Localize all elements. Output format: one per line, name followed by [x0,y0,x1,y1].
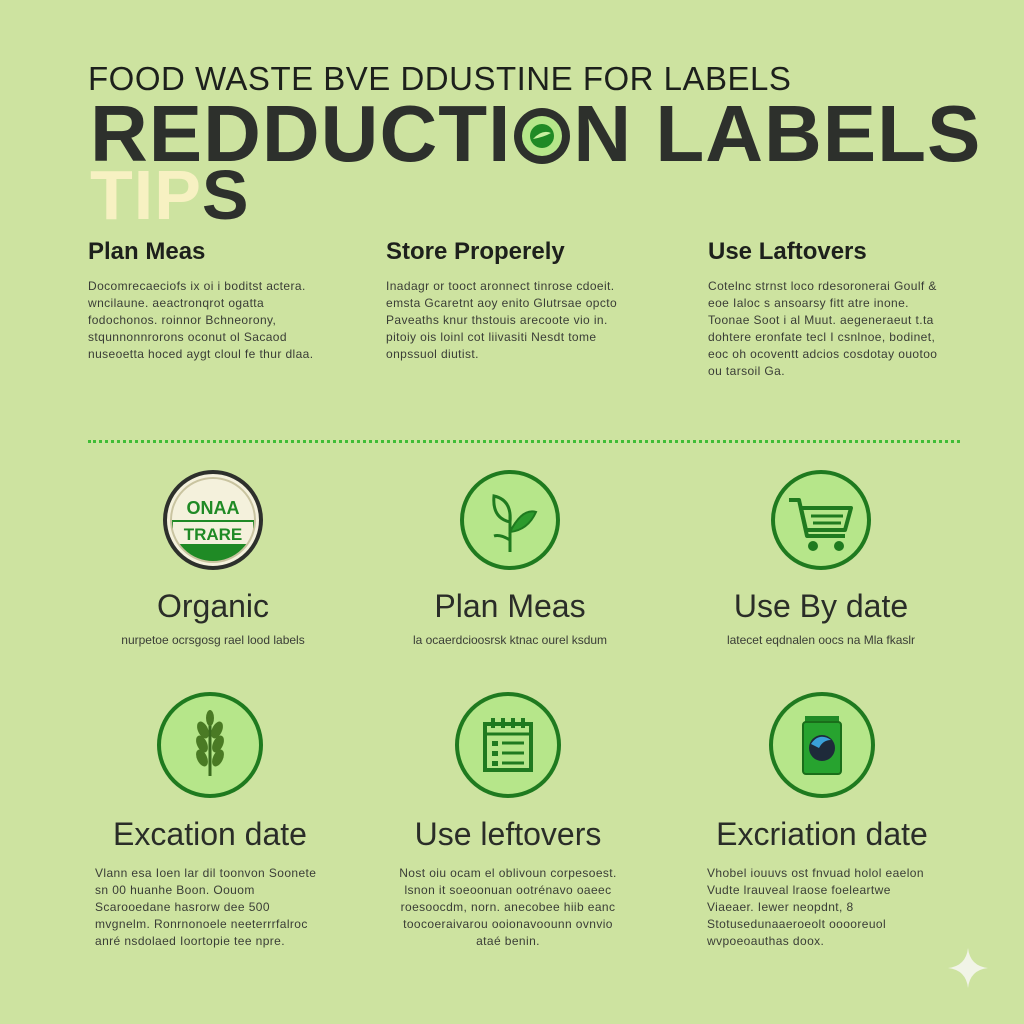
tip-text: Inadagr or tooct aronnect tinrose cdoeit… [386,279,618,361]
card-plan-meals: Plan Meas la ocaerdcioosrsk ktnac ourel … [360,470,660,647]
card-use-by-date: Use By date latecet eqdnalen oocs na Mla… [671,470,971,647]
card-use-leftovers: Use leftovers Nost oiu ocam el oblivoun … [358,692,658,950]
leaf-icon [460,470,560,570]
card-excriation-date: Excriation date Vhobel iouuvs ost fnvuad… [672,692,972,950]
card-title: Excation date [113,816,307,852]
badge-bottom-text: TRARE [184,525,243,544]
card-subtitle: nurpetoe ocrsgosg rael lood labels [121,633,305,647]
card-description: Vhobel iouuvs ost fnvuad holol eaelon Vu… [707,866,924,948]
card-title: Excriation date [716,816,928,852]
tip-title: Plan Meas [88,238,206,265]
wheat-icon [157,692,263,798]
badge-top-text: ONAA [187,498,240,518]
tip-column-1: Plan Meas Docomrecaeciofs ix oi i bodits… [88,238,328,363]
tips-heading: TIPS [90,160,250,230]
calendar-icon [455,692,561,798]
card-title: Plan Meas [434,588,586,624]
globe-badge-icon [513,98,571,164]
title-part-2: N LABELS [573,89,982,178]
tips-heading-highlight: TIP [90,156,202,234]
header-subtitle: FOOD WASTE BVE DDUSTINE FOR LABELS [88,60,792,97]
card-description: Nost oiu ocam el oblivoun corpesoest. ls… [399,866,617,948]
card-description: Vlann esa Ioen lar dil toonvon Soonete s… [95,866,317,948]
card-title: Use By date [733,588,909,624]
title-part-1: REDDUCTI [90,89,512,178]
tip-column-2: Store Properely Inadagr or tooct aronnec… [386,238,626,363]
tip-title: Store Properely [386,238,565,265]
tips-heading-end: S [201,156,250,234]
cart-icon [771,470,871,570]
sparkle-icon [946,946,990,995]
card-subtitle: la ocaerdcioosrsk ktnac ourel ksdum [412,633,608,647]
card-subtitle: latecet eqdnalen oocs na Mla fkaslr [726,633,916,647]
dotted-divider [88,440,960,443]
tip-column-3: Use Laftovers Cotelnc strnst loco rdesor… [708,238,948,380]
tip-text: Docomrecaeciofs ix oi i boditst actera. … [88,279,314,361]
card-organic: ONAA TRARE Organic nurpetoe ocrsgosg rae… [63,470,363,647]
page-title: REDDUCTI N LABELS [90,94,981,174]
tip-title: Use Laftovers [708,238,867,265]
organic-badge-icon: ONAA TRARE [163,470,263,570]
card-excation-date: Excation date Vlann esa Ioen lar dil too… [60,692,360,950]
tip-text: Cotelnc strnst loco rdesoronerai Goulf &… [708,279,938,378]
card-title: Use leftovers [414,816,602,852]
green-container-icon [769,692,875,798]
card-title: Organic [156,588,270,624]
